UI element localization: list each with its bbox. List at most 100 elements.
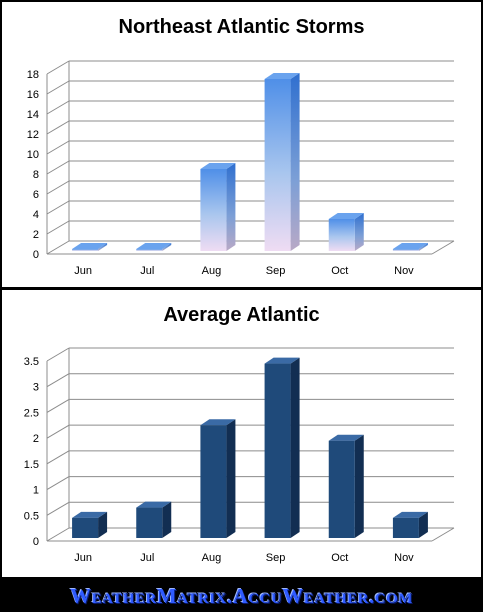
bar-top: [200, 419, 236, 426]
watermark: WeatherMatrix.AccuWeather.com: [70, 584, 413, 608]
bar-top: [392, 243, 428, 249]
bar-front: [328, 219, 355, 251]
floor-edge: [431, 527, 455, 542]
bar-jul: [136, 501, 172, 538]
bar-top: [264, 73, 300, 79]
bar-side: [162, 501, 172, 538]
gridline-slant: [46, 60, 70, 75]
bar-aug: [200, 163, 236, 251]
bar-jun: [72, 511, 108, 538]
gridline-slant: [46, 240, 70, 255]
x-tick-label: Nov: [394, 552, 414, 564]
x-tick-label: Sep: [266, 552, 286, 564]
bar-side: [354, 434, 364, 538]
bar-top: [136, 243, 172, 249]
bar-side: [290, 73, 300, 251]
floor-edge: [431, 240, 455, 255]
chart-title: Northeast Atlantic Storms: [118, 16, 365, 38]
bar-side: [226, 163, 236, 251]
y-tick-label: 2: [33, 433, 39, 445]
bar-side: [354, 213, 364, 251]
gridline-slant: [46, 100, 70, 115]
gridlines: [46, 60, 455, 255]
bars: [72, 357, 428, 538]
bar-top: [136, 501, 172, 508]
chart-panel-storms: Northeast Atlantic Storms 0 2 4 6 8 10 12 14 16 1…: [2, 2, 481, 287]
bar-aug: [200, 419, 236, 538]
y-tick-label: 12: [27, 129, 39, 141]
bar-top: [392, 511, 428, 518]
bar-front: [392, 249, 419, 251]
bar-top: [328, 434, 364, 441]
y-tick-label: 1.5: [24, 459, 39, 471]
gridline-slant: [46, 450, 70, 465]
storms-chart: 0 2 4 6 8 10 12 14 16 18 Jun Jul Aug Sep Oct Nov: [27, 60, 455, 277]
chart-title: Average Atlantic: [163, 304, 320, 326]
y-tick-label: 6: [33, 189, 39, 201]
bar-side: [418, 243, 428, 251]
chart-panel-average: Average Atlantic 0 0.5 1 1.5 2 2.5 3 3.5 Jun Jul A…: [2, 290, 481, 577]
y-tick-label: 1: [33, 485, 39, 497]
gridline-slant: [46, 120, 70, 135]
bar-front: [328, 440, 355, 538]
average-chart: 0 0.5 1 1.5 2 2.5 3 3.5 Jun Jul Aug Sep Oct Nov: [24, 347, 455, 564]
bar-front: [264, 363, 291, 538]
x-tick-label: Oct: [331, 265, 348, 277]
bar-nov: [392, 243, 428, 251]
bar-front: [72, 249, 99, 251]
y-tick-label: 3.5: [24, 356, 39, 368]
x-tick-label: Aug: [202, 552, 222, 564]
x-tick-label: Jun: [74, 265, 92, 277]
x-tick-label: Jun: [74, 552, 92, 564]
bar-front: [72, 517, 99, 538]
bar-front: [264, 79, 291, 251]
gridlines: [46, 347, 455, 542]
x-tick-label: Aug: [202, 265, 222, 277]
bar-side: [98, 243, 108, 251]
bar-oct: [328, 213, 364, 251]
gridline-slant: [46, 424, 70, 439]
bar-front: [136, 507, 163, 538]
y-tick-label: 14: [27, 109, 39, 121]
gridline-slant: [46, 200, 70, 215]
y-tick-label: 0.5: [24, 510, 39, 522]
bar-side: [418, 511, 428, 538]
bar-jul: [136, 243, 172, 251]
y-tick-label: 0: [33, 249, 39, 261]
y-tick-label: 18: [27, 69, 39, 81]
x-tick-label: Jul: [140, 265, 154, 277]
x-tick-label: Oct: [331, 552, 348, 564]
gridline-slant: [46, 180, 70, 195]
gridline-slant: [46, 476, 70, 491]
bar-side: [290, 357, 300, 538]
bar-top: [200, 163, 236, 169]
gridline-slant: [46, 220, 70, 235]
bar-oct: [328, 434, 364, 538]
x-tick-label: Sep: [266, 265, 286, 277]
bar-front: [200, 425, 227, 538]
bar-top: [72, 243, 108, 249]
y-tick-label: 16: [27, 89, 39, 101]
bar-top: [72, 511, 108, 518]
bar-front: [136, 249, 163, 251]
y-tick-labels: 0 2 4 6 8 10 12 14 16 18: [27, 69, 39, 261]
x-tick-label: Nov: [394, 265, 414, 277]
y-tick-label: 8: [33, 169, 39, 181]
y-tick-label: 4: [33, 209, 39, 221]
gridline-slant: [46, 527, 70, 542]
bar-nov: [392, 511, 428, 538]
bar-side: [226, 419, 236, 538]
gridline-slant: [46, 160, 70, 175]
x-tick-label: Jul: [140, 552, 154, 564]
bars: [72, 73, 428, 251]
bar-top: [264, 357, 300, 364]
x-tick-labels: Jun Jul Aug Sep Oct Nov: [74, 552, 414, 564]
gridline-slant: [46, 347, 70, 362]
y-tick-label: 0: [33, 536, 39, 548]
gridline-slant: [46, 140, 70, 155]
gridline-slant: [46, 398, 70, 413]
bar-sep: [264, 73, 300, 251]
x-tick-labels: Jun Jul Aug Sep Oct Nov: [74, 265, 414, 277]
y-tick-label: 3: [33, 382, 39, 394]
gridline-slant: [46, 80, 70, 95]
